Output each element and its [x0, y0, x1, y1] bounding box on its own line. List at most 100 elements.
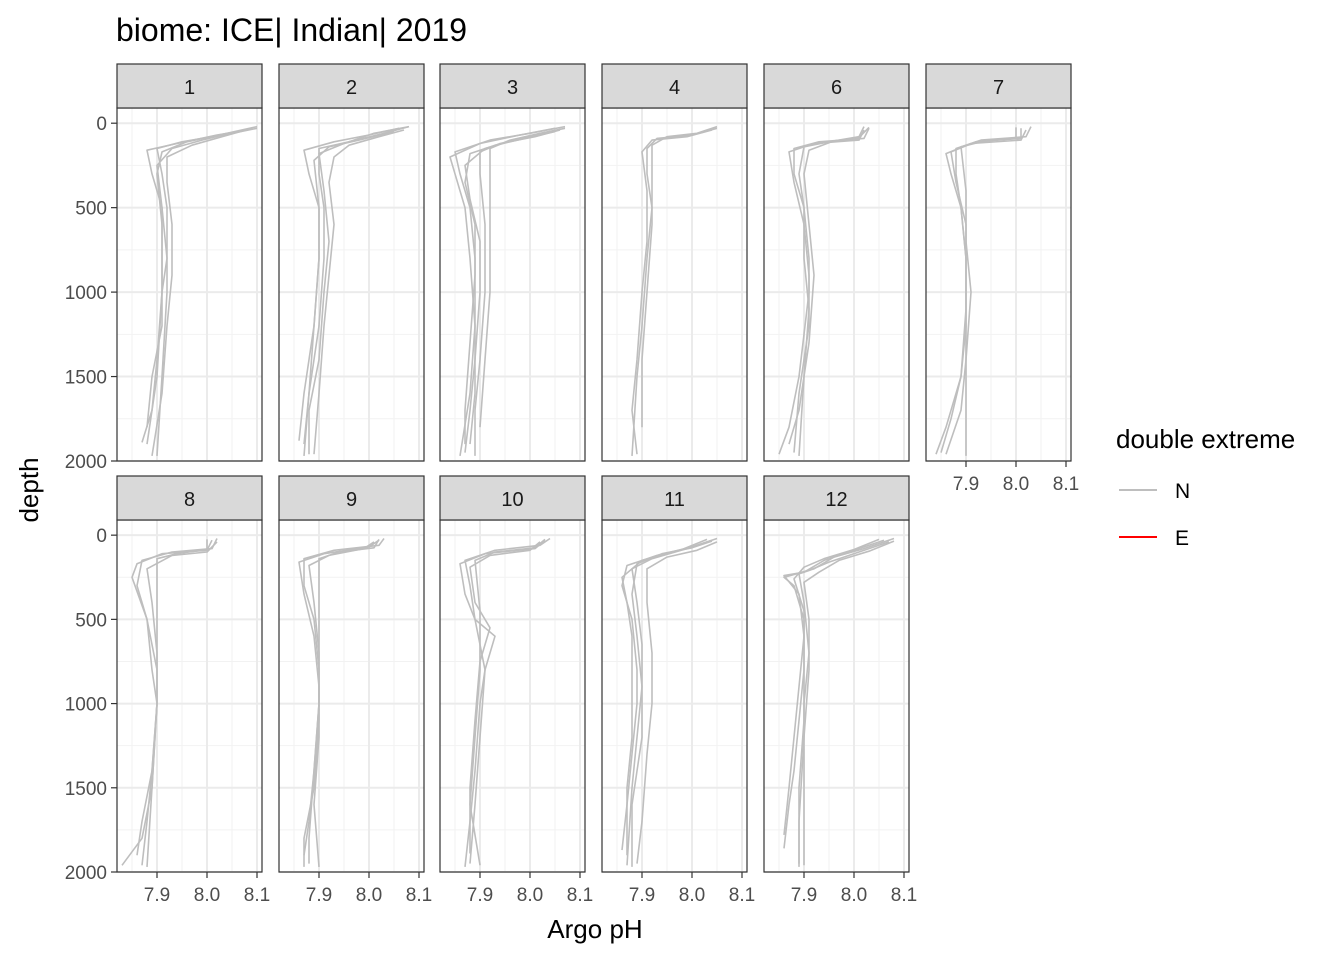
- profile-line-10-4: [469, 538, 546, 866]
- facet-panel-12: 12 7.9 8.0 8.1: [763, 475, 917, 906]
- profile-line-12-4: [793, 538, 880, 867]
- x-tick-label: 8.1: [891, 885, 917, 906]
- profile-line-4-2: [631, 129, 713, 455]
- x-tick-label: 7.9: [953, 474, 979, 495]
- legend-title: double extreme: [1116, 424, 1295, 454]
- panel-background: [279, 108, 424, 461]
- profile-line-2-3: [313, 129, 405, 455]
- profile-line-7-3: [940, 129, 1027, 453]
- facet-strip-label: 2: [346, 77, 357, 99]
- y-axis-title: depth: [14, 457, 44, 522]
- panel-background: [117, 520, 262, 872]
- y-tick-label: 0: [96, 526, 107, 547]
- facet-strip-label: 3: [507, 77, 518, 99]
- x-tick-label: 7.9: [306, 885, 332, 906]
- facet-strip: [763, 475, 910, 521]
- facet-strip: [601, 475, 748, 521]
- y-tick-label: 2000: [65, 452, 107, 473]
- x-tick-label: 8.0: [1003, 474, 1029, 495]
- y-tick-label: 2000: [65, 863, 107, 884]
- panel-background: [926, 108, 1071, 461]
- x-tick-label: 7.9: [467, 885, 493, 906]
- profile-line-2-2: [298, 127, 400, 441]
- y-tick-label: 1000: [65, 283, 107, 304]
- facet-strip: [116, 63, 263, 109]
- panel-background: [440, 108, 585, 461]
- panel-background: [279, 520, 424, 872]
- profile-line-6-4: [788, 126, 870, 445]
- facet-strip: [601, 63, 748, 109]
- facet-panel-6: 6: [763, 63, 910, 462]
- facet-panel-1: 1 0 500 1000 1500 2000: [65, 63, 263, 473]
- facet-strip-label: 7: [993, 77, 1004, 99]
- x-tick-label: 7.9: [629, 885, 655, 906]
- profile-line-10-3: [469, 541, 541, 854]
- facet-strip: [278, 475, 425, 521]
- panel-background: [764, 108, 909, 461]
- facet-strip: [439, 475, 586, 521]
- profile-line-1-5: [141, 125, 258, 443]
- facet-strip: [116, 475, 263, 521]
- legend-label-E: E: [1175, 527, 1189, 550]
- facet-strip-label: 6: [831, 77, 842, 99]
- facet-strip: [925, 63, 1072, 109]
- panel-background: [602, 520, 747, 872]
- x-tick-label: 8.1: [729, 885, 755, 906]
- profile-line-7-4: [945, 127, 1017, 455]
- legend: double extreme N E: [1116, 424, 1295, 550]
- facet-panel-4: 4: [601, 63, 748, 462]
- facet-strip: [763, 63, 910, 109]
- facet-strip-label: 1: [184, 77, 195, 99]
- facet-strip-label: 4: [669, 77, 680, 99]
- x-tick-label: 8.0: [841, 885, 867, 906]
- facet-panel-2: 2: [278, 63, 425, 462]
- profile-line-4-3: [641, 125, 718, 428]
- facet-strip: [439, 63, 586, 109]
- profile-line-9-4: [303, 538, 380, 856]
- legend-label-N: N: [1175, 480, 1190, 503]
- panel-background: [440, 520, 585, 872]
- profile-line-12-5: [798, 540, 895, 864]
- panel-background: [117, 108, 262, 461]
- x-tick-label: 8.1: [406, 885, 432, 906]
- facet-panel-3: 3: [439, 63, 586, 462]
- profile-line-3-5: [479, 127, 566, 428]
- profile-line-2-5: [308, 125, 410, 455]
- x-tick-label: 8.1: [244, 885, 270, 906]
- profile-line-9-3: [308, 541, 375, 864]
- profile-line-11-5: [626, 540, 713, 866]
- profile-line-8-3: [141, 541, 218, 866]
- facet-strip-label: 8: [184, 489, 195, 511]
- facet-strip-label: 12: [825, 489, 847, 511]
- facet-panel-9: 9 7.9 8.0 8.1: [278, 475, 432, 906]
- x-tick-label: 8.0: [679, 885, 705, 906]
- x-tick-label: 8.0: [194, 885, 220, 906]
- facet-strip-label: 9: [346, 489, 357, 511]
- facet-strip-label: 11: [664, 489, 685, 511]
- chart-title: biome: ICE| Indian| 2019: [116, 12, 467, 48]
- y-tick-label: 1500: [65, 779, 107, 800]
- y-tick-label: 500: [75, 199, 107, 220]
- y-tick-label: 0: [96, 114, 107, 135]
- y-tick-label: 500: [75, 610, 107, 631]
- x-axis-title: Argo pH: [547, 914, 642, 944]
- facet-strip: [278, 63, 425, 109]
- x-tick-label: 8.0: [517, 885, 543, 906]
- profile-line-3-6: [464, 130, 556, 445]
- facet-panel-8: 8 0 500 1000 1500 2000 7.9 8.0 8.1: [65, 475, 270, 906]
- profile-line-11-4: [621, 538, 708, 856]
- y-tick-label: 1500: [65, 368, 107, 389]
- profile-line-1-3: [151, 127, 253, 457]
- profile-line-6-3: [788, 129, 865, 453]
- x-tick-label: 8.1: [1053, 474, 1079, 495]
- profile-line-11-3: [636, 541, 718, 864]
- panel-background: [602, 108, 747, 461]
- profile-line-8-4: [136, 539, 208, 856]
- facet-panel-7: 7 7.9 8.0 8.1: [925, 63, 1079, 495]
- y-tick-label: 1000: [65, 695, 107, 716]
- facet-panel-11: 11 7.9 8.0 8.1: [601, 475, 755, 906]
- x-tick-label: 7.9: [791, 885, 817, 906]
- facet-strip-label: 10: [501, 489, 523, 511]
